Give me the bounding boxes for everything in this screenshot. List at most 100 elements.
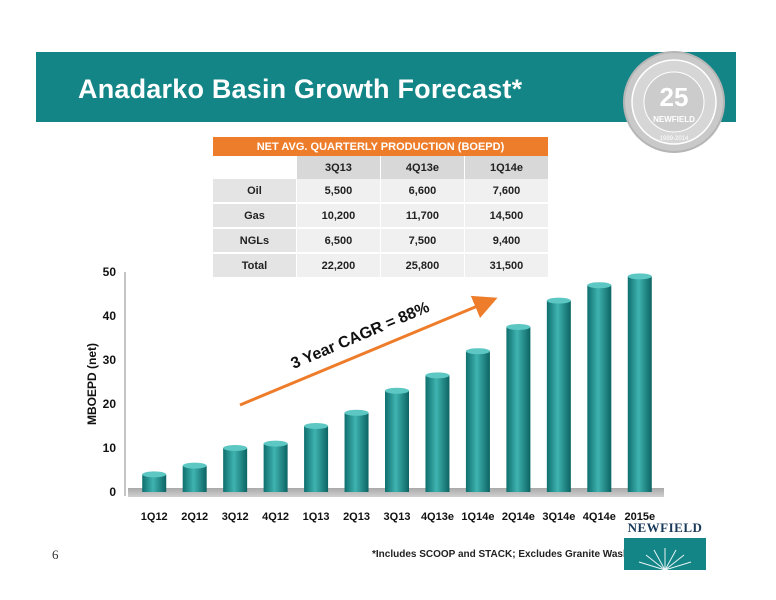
table-cell: 22,200 (296, 252, 381, 277)
bar (546, 297, 571, 492)
table-cell: 5,500 (296, 179, 381, 204)
table-header-row: NET AVG. QUARTERLY PRODUCTION (BOEPD) (213, 137, 549, 156)
x-tick-label: 3Q12 (222, 511, 249, 523)
bar-cap (506, 324, 531, 330)
bar (465, 348, 490, 492)
x-tick-label: 4Q14e (583, 511, 616, 523)
production-table: NET AVG. QUARTERLY PRODUCTION (BOEPD) 3Q… (213, 137, 550, 277)
bar-cap (304, 423, 329, 429)
seal-years: 1989-2014 (660, 136, 689, 142)
x-tick-label: 2015e (624, 511, 655, 523)
logo-sunburst-icon (624, 538, 706, 570)
column-header: 4Q13e (380, 156, 465, 179)
anniversary-seal: 25 NEWFIELD 1989-2014 (623, 51, 725, 153)
bar-body (587, 285, 612, 492)
cagr-annotation: 3 Year CAGR = 88% (288, 299, 432, 373)
bar-cap (546, 297, 571, 304)
row-label: Oil (213, 179, 297, 204)
table-cell: 14,500 (464, 203, 550, 229)
bar-body (182, 465, 207, 492)
x-tick-label: 3Q13 (384, 511, 411, 523)
x-tick-label: 2Q12 (181, 511, 208, 523)
x-tick-label: 4Q12 (262, 511, 289, 523)
slide-title: Anadarko Basin Growth Forecast* (78, 74, 523, 104)
bar (627, 273, 652, 492)
bar-body (223, 448, 248, 492)
bar-body (425, 375, 450, 492)
x-tick-label: 2Q13 (343, 511, 370, 523)
y-tick-label: 40 (103, 309, 117, 323)
table-row: Gas 10,200 11,700 14,500 (213, 203, 550, 229)
seal-number: 25 (660, 82, 689, 112)
bar-cap (223, 445, 248, 451)
y-tick-label: 10 (103, 441, 117, 455)
table-row: NGLs 6,500 7,500 9,400 (213, 228, 550, 254)
bar-body (344, 412, 369, 492)
column-header: 3Q13 (296, 156, 381, 179)
seal-ring-text: NEWFIELD (653, 115, 695, 124)
bar (344, 409, 369, 492)
bar (587, 282, 612, 492)
table-row: Oil 5,500 6,600 7,600 (213, 179, 550, 204)
chart-floor (128, 488, 664, 497)
title-banner (36, 52, 736, 122)
table-cell: 6,600 (380, 179, 465, 204)
bar-cap (627, 273, 652, 280)
x-tick-label: 1Q13 (303, 511, 330, 523)
table-cell: 6,500 (296, 228, 381, 254)
x-tick-label: 1Q14e (461, 511, 494, 523)
bar-body (304, 426, 329, 492)
x-tick-label: 2Q14e (502, 511, 535, 523)
table-header: NET AVG. QUARTERLY PRODUCTION (BOEPD) (213, 137, 549, 156)
bar (506, 324, 531, 492)
y-axis-label: MBOEPD (net) (85, 343, 99, 425)
bar (304, 423, 329, 492)
newfield-logo: NEWFIELD (624, 520, 706, 570)
bar-cap (425, 372, 450, 379)
bar-body (385, 390, 409, 492)
table-cell: 9,400 (464, 228, 550, 254)
table-cell: 31,500 (464, 252, 550, 277)
bar (223, 445, 248, 492)
bar (385, 387, 409, 492)
table-cell: 7,600 (464, 179, 550, 204)
bar (425, 372, 450, 492)
x-tick-label: 4Q13e (421, 511, 454, 523)
x-tick-label: 1Q12 (141, 511, 168, 523)
bar-cap (465, 348, 490, 355)
cagr-arrow (239, 295, 498, 407)
logo-text: NEWFIELD (627, 520, 703, 535)
y-tick-label: 30 (103, 353, 117, 367)
bar-cap (344, 409, 369, 416)
y-tick-label: 20 (103, 397, 117, 411)
bar-cap (142, 471, 167, 478)
table-cell: 25,800 (380, 252, 465, 277)
bar-body (465, 351, 490, 492)
bar-body (142, 474, 167, 492)
table-cell: 7,500 (380, 228, 465, 254)
page-number: 6 (52, 547, 59, 562)
bar-cap (385, 387, 409, 394)
footnote: *Includes SCOOP and STACK; Excludes Gran… (372, 549, 630, 560)
bar-body (546, 300, 571, 492)
bar-body (263, 443, 288, 492)
table-total-row: Total 22,200 25,800 31,500 (213, 252, 550, 277)
row-label: Total (213, 252, 297, 277)
bar-cap (182, 462, 207, 469)
x-tick-label: 3Q14e (542, 511, 575, 523)
bar (182, 462, 207, 492)
bar-body (506, 327, 531, 492)
table-columns-row: 3Q13 4Q13e 1Q14e (213, 156, 550, 179)
row-label: NGLs (213, 228, 297, 254)
bar-cap (587, 282, 612, 289)
column-header (213, 156, 297, 179)
table-cell: 10,200 (296, 203, 381, 229)
column-header: 1Q14e (464, 156, 550, 179)
row-label: Gas (213, 203, 297, 229)
table-cell: 11,700 (380, 203, 465, 229)
y-tick-label: 0 (109, 485, 116, 499)
bar-cap (263, 440, 288, 447)
bar (263, 440, 288, 492)
bar-body (627, 276, 652, 492)
